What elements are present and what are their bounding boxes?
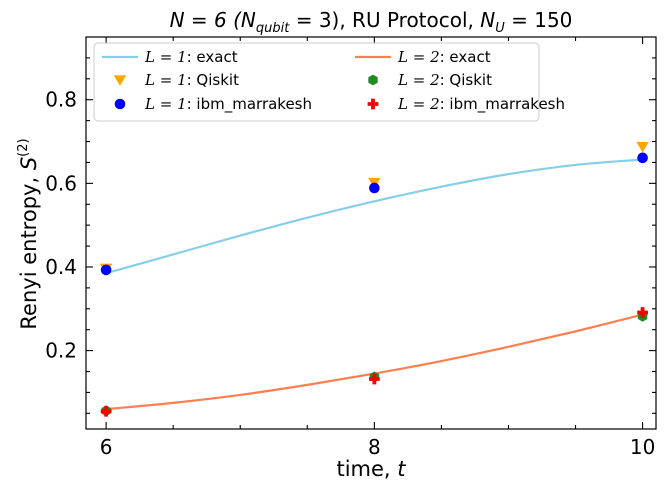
legend-marker-hexagon: [368, 74, 378, 86]
y-tick-label: 0.8: [45, 88, 77, 112]
plot-area: [99, 141, 649, 417]
chart-title: N = 6 (Nqubit = 3), RU Protocol, NU = 15…: [170, 8, 573, 36]
data-point-plus: [368, 373, 380, 385]
legend-label: L = 2: Qiskit: [397, 71, 492, 89]
legend-marker-circle: [114, 98, 126, 110]
y-tick-label: 0.4: [45, 255, 77, 279]
x-tick-label: 10: [630, 435, 655, 459]
legend-box: [93, 42, 540, 122]
series-hexagon: [101, 310, 648, 417]
series-circle: [100, 152, 648, 276]
series-line-l1-exact: [105, 158, 643, 275]
data-point-circle: [369, 182, 380, 194]
axis-ticks: 6 8 10 0.2 0.4 0.6 0.8: [45, 37, 656, 459]
y-axis-label: Renyi entropy, S(2): [16, 138, 41, 329]
series-plus: [100, 307, 648, 417]
y-tick-label: 0.6: [45, 171, 77, 195]
series-line-l2-exact: [106, 313, 643, 411]
series-triangle-down: [99, 141, 649, 275]
plot-frame: [85, 36, 657, 430]
x-tick-label: 8: [368, 435, 381, 459]
legend-label: L = 1: ibm_marrakesh: [144, 95, 312, 114]
legend-label: L = 2: exact: [397, 48, 491, 66]
y-tick-label: 0.2: [45, 339, 77, 363]
data-point-triangle-down: [636, 141, 649, 153]
data-point-circle: [100, 264, 112, 276]
legend-marker-triangle-down: [113, 75, 127, 86]
data-point-circle: [637, 152, 648, 164]
x-axis-label: time, t: [336, 457, 406, 481]
legend-label: L = 1: exact: [144, 48, 238, 66]
data-point-plus: [100, 405, 112, 417]
legend-marker-plus: [367, 98, 379, 110]
legend: L = 1: exact L = 1: Qiskit L = 1: ibm_marr…: [93, 42, 565, 122]
data-point-plus: [637, 307, 648, 318]
legend-label: L = 2: ibm_marrakesh: [397, 95, 565, 114]
x-tick-label: 6: [100, 435, 113, 459]
legend-label: L = 1: Qiskit: [144, 71, 239, 89]
